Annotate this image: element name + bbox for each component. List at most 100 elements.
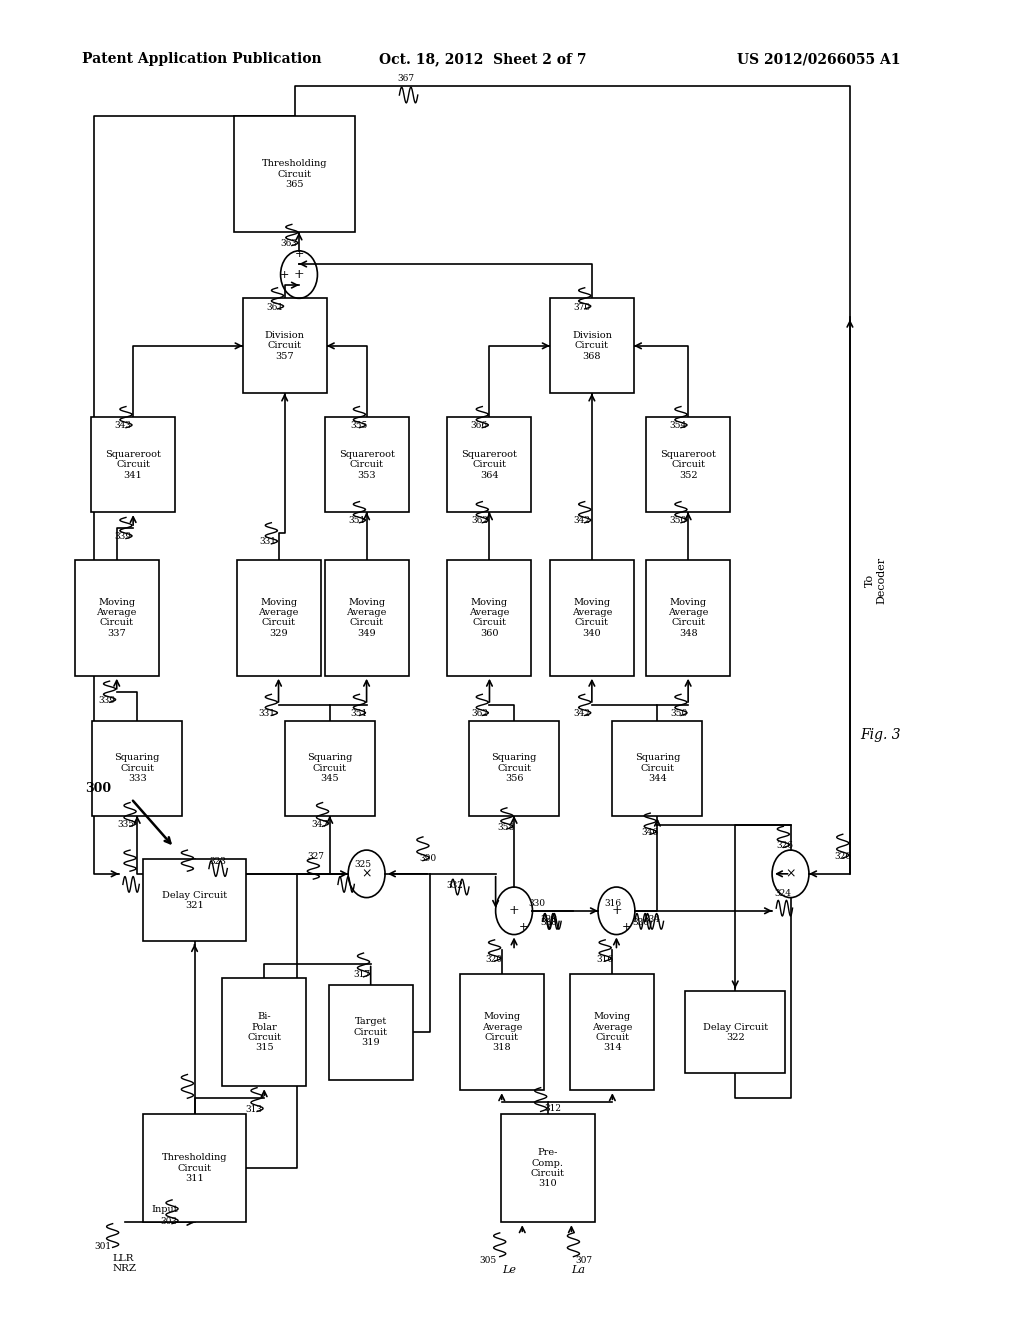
FancyBboxPatch shape xyxy=(75,560,159,676)
Text: 362: 362 xyxy=(471,709,488,718)
Text: 317: 317 xyxy=(353,970,371,979)
Text: 330: 330 xyxy=(528,899,546,908)
Text: Bi-
Polar
Circuit
315: Bi- Polar Circuit 315 xyxy=(247,1012,282,1052)
Text: 316: 316 xyxy=(604,899,622,908)
FancyBboxPatch shape xyxy=(469,721,559,816)
Text: +: + xyxy=(280,269,290,280)
FancyBboxPatch shape xyxy=(550,560,634,676)
Text: 370: 370 xyxy=(573,302,591,312)
Text: 325: 325 xyxy=(354,859,372,869)
Text: ×: × xyxy=(361,867,372,880)
Text: 307: 307 xyxy=(575,1255,593,1265)
FancyBboxPatch shape xyxy=(646,417,730,512)
Text: 334: 334 xyxy=(643,915,660,924)
Text: 346: 346 xyxy=(641,828,658,837)
Text: +: + xyxy=(611,904,622,917)
Text: Patent Application Publication: Patent Application Publication xyxy=(82,53,322,66)
Text: 390: 390 xyxy=(420,854,437,863)
Text: Moving
Average
Circuit
340: Moving Average Circuit 340 xyxy=(571,598,612,638)
Text: Division
Circuit
368: Division Circuit 368 xyxy=(572,331,611,360)
FancyBboxPatch shape xyxy=(501,1114,595,1222)
Text: Moving
Average
Circuit
314: Moving Average Circuit 314 xyxy=(592,1012,633,1052)
Text: Squareroot
Circuit
353: Squareroot Circuit 353 xyxy=(339,450,394,479)
Text: 305: 305 xyxy=(479,1255,497,1265)
Text: Le: Le xyxy=(502,1265,516,1275)
Text: 339: 339 xyxy=(115,532,132,541)
Text: Squaring
Circuit
344: Squaring Circuit 344 xyxy=(635,754,680,783)
FancyBboxPatch shape xyxy=(91,417,175,512)
Text: 367: 367 xyxy=(397,74,415,83)
Text: Moving
Average
Circuit
337: Moving Average Circuit 337 xyxy=(96,598,137,638)
Text: 342: 342 xyxy=(573,709,591,718)
Text: La: La xyxy=(571,1265,586,1275)
Text: 358: 358 xyxy=(498,822,515,832)
FancyBboxPatch shape xyxy=(222,978,306,1086)
Text: +: + xyxy=(622,921,631,932)
Text: 324: 324 xyxy=(774,888,792,898)
Text: Moving
Average
Circuit
318: Moving Average Circuit 318 xyxy=(481,1012,522,1052)
Text: 303: 303 xyxy=(161,1217,178,1226)
Text: 331: 331 xyxy=(259,537,276,546)
Text: Division
Circuit
357: Division Circuit 357 xyxy=(265,331,304,360)
Text: 363: 363 xyxy=(281,239,298,248)
Text: Moving
Average
Circuit
349: Moving Average Circuit 349 xyxy=(346,598,387,638)
Text: To
Decoder: To Decoder xyxy=(864,557,887,605)
Text: 336: 336 xyxy=(633,917,650,927)
Text: 350: 350 xyxy=(671,709,688,718)
Text: Squaring
Circuit
333: Squaring Circuit 333 xyxy=(115,754,160,783)
FancyBboxPatch shape xyxy=(237,560,321,676)
Text: 328: 328 xyxy=(541,915,558,924)
FancyBboxPatch shape xyxy=(92,721,182,816)
Text: Moving
Average
Circuit
329: Moving Average Circuit 329 xyxy=(258,598,299,638)
Text: Delay Circuit
322: Delay Circuit 322 xyxy=(702,1023,768,1041)
Text: Fig. 3: Fig. 3 xyxy=(860,729,901,742)
FancyBboxPatch shape xyxy=(612,721,702,816)
Text: +: + xyxy=(509,904,519,917)
Text: +: + xyxy=(294,268,304,281)
Text: 300: 300 xyxy=(85,781,112,795)
FancyBboxPatch shape xyxy=(234,116,355,232)
Text: Thresholding
Circuit
311: Thresholding Circuit 311 xyxy=(162,1154,227,1183)
Text: 313: 313 xyxy=(246,1105,263,1114)
FancyBboxPatch shape xyxy=(646,560,730,676)
Text: +: + xyxy=(294,248,304,259)
Text: +: + xyxy=(519,921,528,932)
Text: ×: × xyxy=(785,867,796,880)
Text: 355: 355 xyxy=(350,421,368,430)
FancyBboxPatch shape xyxy=(447,560,531,676)
Text: 354: 354 xyxy=(670,421,687,430)
Text: 331: 331 xyxy=(258,709,275,718)
FancyBboxPatch shape xyxy=(325,560,409,676)
FancyBboxPatch shape xyxy=(143,1114,246,1222)
FancyBboxPatch shape xyxy=(329,985,413,1080)
Text: 327: 327 xyxy=(307,851,325,861)
Text: Target
Circuit
319: Target Circuit 319 xyxy=(353,1018,388,1047)
Text: 316: 316 xyxy=(596,954,613,964)
Text: Squaring
Circuit
356: Squaring Circuit 356 xyxy=(492,754,537,783)
Text: 335: 335 xyxy=(118,820,135,829)
Text: Pre-
Comp.
Circuit
310: Pre- Comp. Circuit 310 xyxy=(530,1148,565,1188)
FancyBboxPatch shape xyxy=(325,417,409,512)
Text: Squaring
Circuit
345: Squaring Circuit 345 xyxy=(307,754,352,783)
Text: 326: 326 xyxy=(776,841,794,850)
Text: US 2012/0266055 A1: US 2012/0266055 A1 xyxy=(737,53,901,66)
Text: 351: 351 xyxy=(350,709,368,718)
Text: 332: 332 xyxy=(446,880,463,890)
Text: 362: 362 xyxy=(471,516,488,525)
Text: LLR
NRZ: LLR NRZ xyxy=(113,1254,137,1274)
Text: 361: 361 xyxy=(266,302,284,312)
Text: Delay Circuit
321: Delay Circuit 321 xyxy=(162,891,227,909)
Text: 301: 301 xyxy=(94,1242,112,1251)
Text: Squareroot
Circuit
352: Squareroot Circuit 352 xyxy=(660,450,716,479)
FancyBboxPatch shape xyxy=(460,974,544,1090)
FancyBboxPatch shape xyxy=(570,974,654,1090)
FancyBboxPatch shape xyxy=(685,991,785,1073)
Text: 323: 323 xyxy=(209,857,225,866)
Text: 350: 350 xyxy=(670,516,687,525)
FancyBboxPatch shape xyxy=(447,417,531,512)
Text: 326: 326 xyxy=(835,851,852,861)
FancyBboxPatch shape xyxy=(243,298,327,393)
FancyBboxPatch shape xyxy=(143,859,246,941)
Text: Input: Input xyxy=(152,1205,178,1214)
Text: Moving
Average
Circuit
348: Moving Average Circuit 348 xyxy=(668,598,709,638)
